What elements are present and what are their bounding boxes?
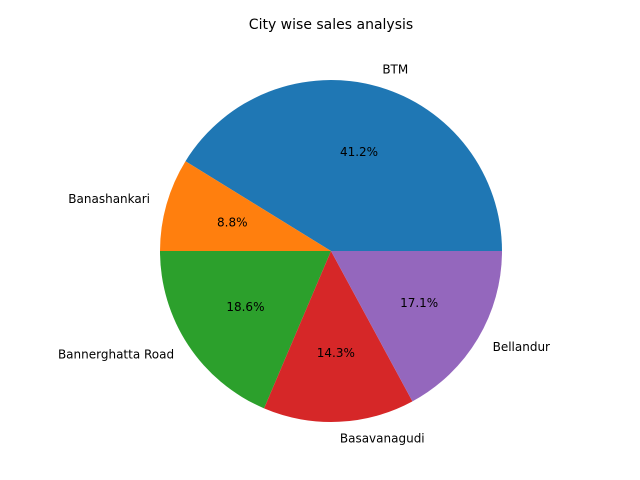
pie-labels: BTM 41.2% Banashankari 8.8% Bannerghatta Roa…: [58, 63, 550, 446]
slice-label-basavanagudi: Basavanagudi: [340, 431, 425, 445]
pie-slice-banashankari: [160, 161, 331, 251]
pct-label-bellandur: 17.1%: [400, 296, 438, 310]
slice-label-bellandur: Bellandur: [493, 340, 550, 354]
pie-slice-bannerghatta-road: [160, 251, 331, 409]
chart-title: City wise sales analysis: [249, 17, 413, 33]
pct-label-bannerghatta-road: 18.6%: [226, 300, 264, 314]
pct-label-basavanagudi: 14.3%: [317, 346, 355, 360]
slice-label-banashankari: Banashankari: [68, 192, 150, 206]
pie-slice-bellandur: [331, 251, 502, 402]
slice-label-btm: BTM: [382, 63, 408, 77]
slice-label-bannerghatta-road: Bannerghatta Road: [58, 347, 174, 361]
pct-label-btm: 41.2%: [340, 145, 378, 159]
pct-label-banashankari: 8.8%: [217, 216, 248, 230]
pie-slices: [160, 80, 503, 422]
pie-slice-btm: [185, 80, 503, 251]
pie-slice-basavanagudi: [264, 251, 413, 422]
